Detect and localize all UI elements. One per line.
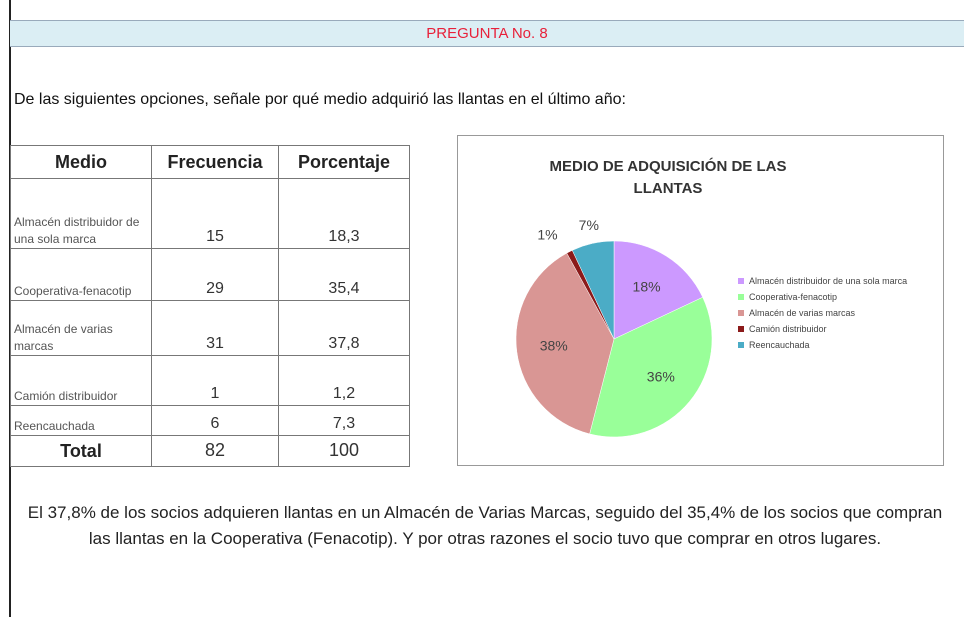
data-table: Medio Frecuencia Porcentaje Almacén distrib… <box>10 145 410 467</box>
legend-label: Almacén de varias marcas <box>749 308 856 318</box>
pie-slice <box>571 240 615 340</box>
table-row: Almacén distribuidor de una sola marca 15… <box>10 178 410 249</box>
table-row: Camión distribuidor 1 1,2 <box>10 355 410 406</box>
table-row: Almacén de varias marcas 31 37,8 <box>10 300 410 356</box>
chart-title: MEDIO DE ADQUISICIÓN DE LAS LLANTAS <box>549 158 787 197</box>
legend-swatch <box>738 310 744 316</box>
header-row: Medio Frecuencia Porcentaje <box>10 145 410 179</box>
legend-item: Almacén distribuidor de una sola marca <box>738 276 938 286</box>
legend-swatch <box>738 294 744 300</box>
cell-number: 31 <box>151 300 279 356</box>
cell-medio: Camión distribuidor <box>10 355 152 406</box>
cell-number: 1 <box>151 355 279 406</box>
question: De las siguientes opciones, señale por q… <box>14 91 626 108</box>
total-cell: 82 <box>151 435 279 467</box>
column-header: Frecuencia <box>151 145 279 179</box>
cell-number: 6 <box>151 405 279 436</box>
legend-item: Cooperativa-fenacotip <box>738 292 938 302</box>
header-band: PREGUNTA No. 8 <box>10 20 964 47</box>
legend-label: Cooperativa-fenacotip <box>749 292 838 302</box>
cell-number: 29 <box>151 248 279 301</box>
data-label: 1% <box>537 227 557 243</box>
column-header: Medio <box>10 145 152 179</box>
cell-number: 37,8 <box>278 300 410 356</box>
legend-label: Almacén distribuidor de una sola marca <box>749 276 908 286</box>
header-title: PREGUNTA No. 8 <box>426 25 548 42</box>
total-row: Total 82 100 <box>10 435 410 467</box>
table-row: Reencauchada 6 7,3 <box>10 405 410 436</box>
pie-slice <box>515 252 615 435</box>
cell-number: 18,3 <box>278 178 410 249</box>
data-label: 36% <box>647 368 675 384</box>
cell-number: 1,2 <box>278 355 410 406</box>
legend-item: Almacén de varias marcas <box>738 308 938 318</box>
legend: Almacén distribuidor de una sola marca Co… <box>738 276 938 356</box>
cell-number: 35,4 <box>278 248 410 301</box>
chart: MEDIO DE ADQUISICIÓN DE LAS LLANTAS 18% 3… <box>457 135 944 466</box>
total-cell: 100 <box>278 435 410 467</box>
conclusion: El 37,8% de los socios adquieren llantas… <box>27 503 943 548</box>
legend-item: Camión distribuidor <box>738 324 938 334</box>
data-label: 7% <box>579 217 599 233</box>
legend-label: Camión distribuidor <box>749 324 827 334</box>
cell-medio: Almacén distribuidor de una sola marca <box>10 178 152 249</box>
cell-number: 7,3 <box>278 405 410 436</box>
cell-medio: Reencauchada <box>10 405 152 436</box>
table-row: Cooperativa-fenacotip 29 35,4 <box>10 248 410 301</box>
legend-item: Reencauchada <box>738 340 938 350</box>
cell-number: 15 <box>151 178 279 249</box>
legend-swatch <box>738 278 744 284</box>
legend-swatch <box>738 326 744 332</box>
pie-slice <box>589 296 713 438</box>
cell-medio: Almacén de varias marcas <box>10 300 152 356</box>
pie-slice <box>613 240 704 340</box>
legend-swatch <box>738 342 744 348</box>
cell-medio: Cooperativa-fenacotip <box>10 248 152 301</box>
total-cell: Total <box>10 435 152 467</box>
column-header: Porcentaje <box>278 145 410 179</box>
data-label: 18% <box>633 278 661 294</box>
pie: 18% 36% 38% 1% 7% <box>515 217 713 438</box>
data-label: 38% <box>540 337 568 353</box>
legend-label: Reencauchada <box>749 340 810 350</box>
